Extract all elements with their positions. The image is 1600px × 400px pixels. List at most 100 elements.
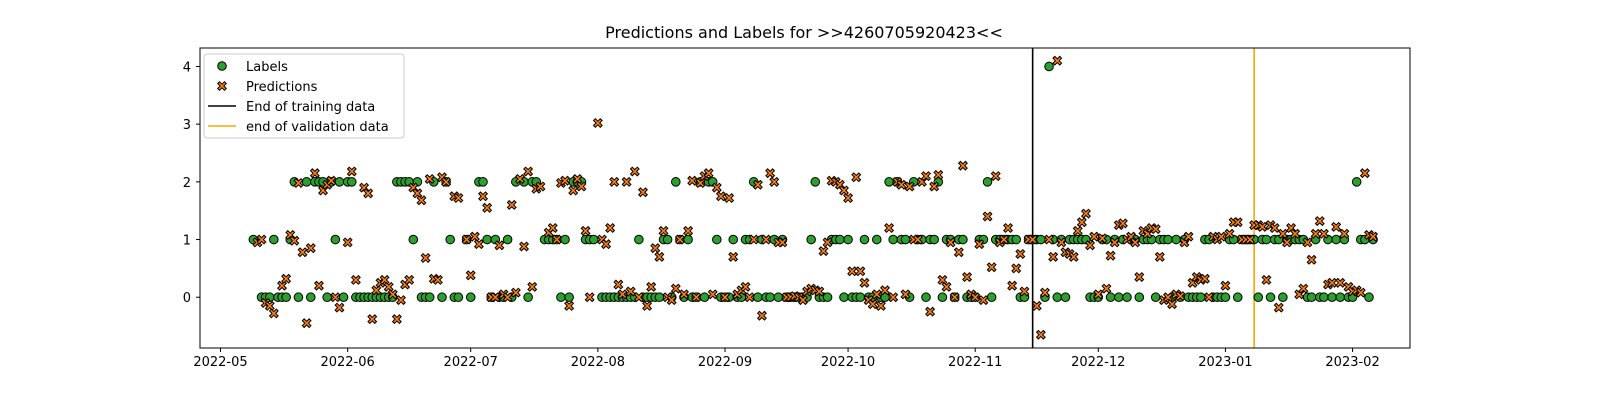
label-point <box>437 292 447 303</box>
prediction-point <box>1224 228 1235 239</box>
prediction-point <box>724 192 735 204</box>
prediction-point <box>818 246 829 257</box>
label-point <box>1253 292 1264 303</box>
prediction-point <box>395 295 406 306</box>
label-point <box>465 292 476 303</box>
prediction-point <box>711 182 722 193</box>
label-point <box>855 292 866 303</box>
prediction-point <box>1109 237 1120 248</box>
label-point <box>937 292 948 303</box>
label-point <box>1278 292 1288 303</box>
x-tick-label: 2022-11 <box>948 355 1002 370</box>
prediction-point <box>1199 273 1210 284</box>
prediction-point <box>637 187 648 198</box>
prediction-point <box>1154 251 1165 262</box>
legend-label: Predictions <box>246 80 318 95</box>
label-point <box>835 234 845 245</box>
label-point <box>843 234 853 245</box>
prediction-point <box>1068 251 1079 262</box>
prediction-point <box>1105 250 1116 261</box>
prediction-point <box>646 281 657 292</box>
prediction-point <box>350 274 361 285</box>
label-point <box>634 234 644 245</box>
label-point <box>1163 234 1173 245</box>
prediction-point <box>268 308 279 319</box>
prediction-point <box>1331 221 1342 232</box>
prediction-point <box>1003 222 1014 234</box>
prediction-point <box>1015 248 1026 259</box>
label-point <box>560 234 570 245</box>
prediction-point <box>256 234 267 245</box>
prediction-point <box>879 285 890 296</box>
prediction-point <box>1281 237 1292 248</box>
prediction-point <box>871 289 882 300</box>
prediction-point <box>482 202 493 213</box>
prediction-point <box>1232 217 1243 228</box>
label-point <box>921 292 931 303</box>
prediction-point <box>371 285 382 296</box>
legend-label: end of validation data <box>246 120 389 135</box>
prediction-point <box>326 175 337 186</box>
label-point <box>1220 292 1231 303</box>
prediction-point <box>851 172 862 183</box>
x-tick-label: 2022-05 <box>193 355 247 370</box>
label-point <box>1327 292 1337 303</box>
label-point <box>1011 234 1022 245</box>
prediction-point <box>1298 283 1309 294</box>
prediction-point <box>506 199 517 210</box>
legend-box <box>203 53 405 139</box>
prediction-point <box>900 289 911 300</box>
prediction-point <box>904 181 915 192</box>
prediction-point <box>1080 208 1091 219</box>
prediction-point <box>642 300 653 311</box>
label-point <box>888 234 898 245</box>
prediction-point <box>1257 221 1268 232</box>
prediction-point <box>838 185 849 196</box>
prediction-point <box>1052 55 1063 66</box>
prediction-point <box>404 274 415 285</box>
x-tick-label: 2023-02 <box>1325 355 1379 370</box>
label-point <box>662 234 673 245</box>
prediction-point <box>1245 234 1256 245</box>
label-point <box>822 292 833 303</box>
label-point <box>1351 177 1362 187</box>
label-point <box>958 234 968 245</box>
prediction-point <box>289 235 300 246</box>
label-point <box>1122 292 1132 303</box>
prediction-point <box>822 237 833 248</box>
prediction-point <box>658 225 669 236</box>
prediction-point <box>728 251 739 262</box>
prediction-point <box>441 176 452 187</box>
y-tick-label: 2 <box>183 176 191 191</box>
prediction-point <box>584 292 595 303</box>
prediction-point <box>650 243 661 254</box>
prediction-point <box>654 251 665 262</box>
prediction-point <box>707 289 718 300</box>
prediction-point <box>1134 272 1145 283</box>
prediction-point <box>748 234 759 245</box>
label-point <box>839 292 849 303</box>
prediction-point <box>1048 251 1059 262</box>
prediction-point <box>478 191 489 202</box>
prediction-point <box>383 281 394 292</box>
label-point <box>871 234 882 245</box>
label-point <box>281 292 291 303</box>
label-point <box>556 292 566 303</box>
label-point <box>564 292 574 303</box>
label-point <box>1196 292 1206 303</box>
prediction-point <box>330 292 341 303</box>
label-point <box>806 234 816 245</box>
prediction-point <box>1220 280 1231 291</box>
label-point <box>478 177 488 187</box>
prediction-point <box>847 266 858 277</box>
label-point <box>338 292 349 303</box>
prediction-point <box>416 195 427 206</box>
prediction-point <box>1204 292 1215 303</box>
label-point <box>445 234 456 245</box>
legend-labels-marker <box>217 61 227 71</box>
label-point <box>482 234 492 245</box>
prediction-point <box>1089 231 1100 242</box>
label-point <box>773 292 784 303</box>
prediction-point <box>843 192 854 204</box>
prediction-point <box>391 314 402 325</box>
